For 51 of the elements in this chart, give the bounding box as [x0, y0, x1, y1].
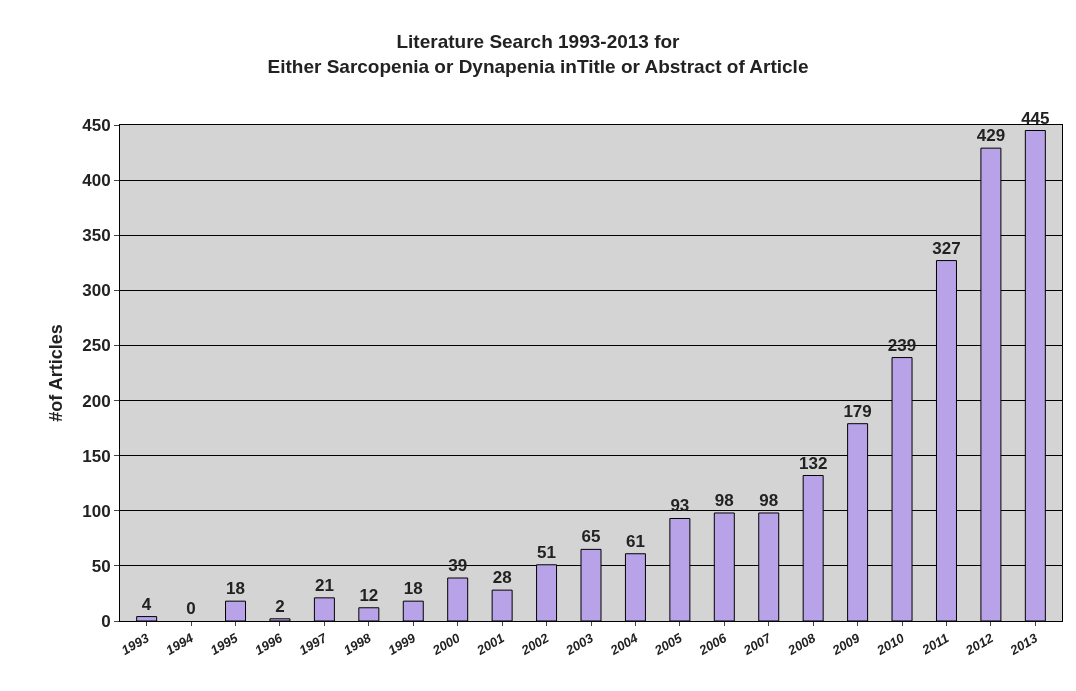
x-tick-label: 2001	[473, 630, 507, 659]
data-label: 51	[537, 542, 557, 562]
x-tick-label: 2011	[918, 630, 952, 658]
y-tick-label: 100	[82, 501, 111, 521]
data-label: 4	[141, 594, 152, 614]
data-label: 98	[759, 490, 779, 510]
x-tick-label: 1995	[207, 629, 241, 658]
x-tick-label: 2006	[695, 629, 730, 659]
x-tick-label: 2007	[740, 629, 775, 659]
x-tick-label: 1998	[341, 629, 375, 658]
x-tick-label: 1994	[163, 629, 197, 658]
y-tick-label: 0	[101, 611, 111, 631]
x-tick-label: 2010	[873, 629, 908, 659]
data-label: 445	[1021, 108, 1050, 128]
y-tick-label: 400	[82, 171, 111, 191]
data-label: 12	[359, 585, 379, 605]
data-label: 28	[492, 568, 512, 588]
data-label: 98	[714, 490, 734, 510]
data-label: 18	[403, 579, 423, 599]
chart-title: Literature Search 1993-2013 for Either Sarcopenia or Dynapenia inTitle or Abstract of Article	[267, 31, 809, 78]
data-label: 327	[932, 238, 961, 258]
x-tick-label: 2012	[962, 629, 997, 659]
x-tick-label: 2003	[562, 629, 597, 659]
y-tick-label: 50	[91, 556, 111, 576]
x-tick-label: 2000	[429, 629, 464, 659]
data-label: 61	[625, 531, 645, 551]
y-tick-label: 250	[82, 336, 111, 356]
y-tick-label: 350	[82, 226, 111, 246]
x-tick-label: 2013	[1006, 629, 1041, 659]
y-tick-label: 200	[82, 391, 111, 411]
data-label: 65	[581, 527, 601, 547]
data-label: 21	[314, 575, 334, 595]
data-label: 0	[186, 599, 196, 618]
x-tick-label: 2004	[606, 629, 641, 659]
data-label: 18	[226, 579, 245, 599]
x-tick-label: 1999	[385, 629, 419, 658]
x-tick-label: 2009	[828, 629, 864, 659]
x-tick-label: 2002	[517, 629, 552, 659]
data-label: 2	[275, 596, 285, 616]
data-label: 429	[976, 126, 1006, 146]
y-tick-label: 450	[82, 115, 111, 135]
x-tick-label: 1996	[252, 629, 286, 658]
data-label: 132	[798, 453, 828, 473]
y-tick-label: 150	[82, 446, 111, 466]
x-tick-label: 2008	[784, 629, 819, 659]
data-label: 179	[843, 401, 872, 421]
x-tick-label: 1997	[296, 629, 330, 658]
y-tick-label: 300	[82, 281, 111, 301]
y-axis-title: #of Articles	[46, 324, 67, 422]
x-tick-label: 1993	[118, 629, 153, 658]
x-tick-label: 2005	[651, 629, 686, 659]
